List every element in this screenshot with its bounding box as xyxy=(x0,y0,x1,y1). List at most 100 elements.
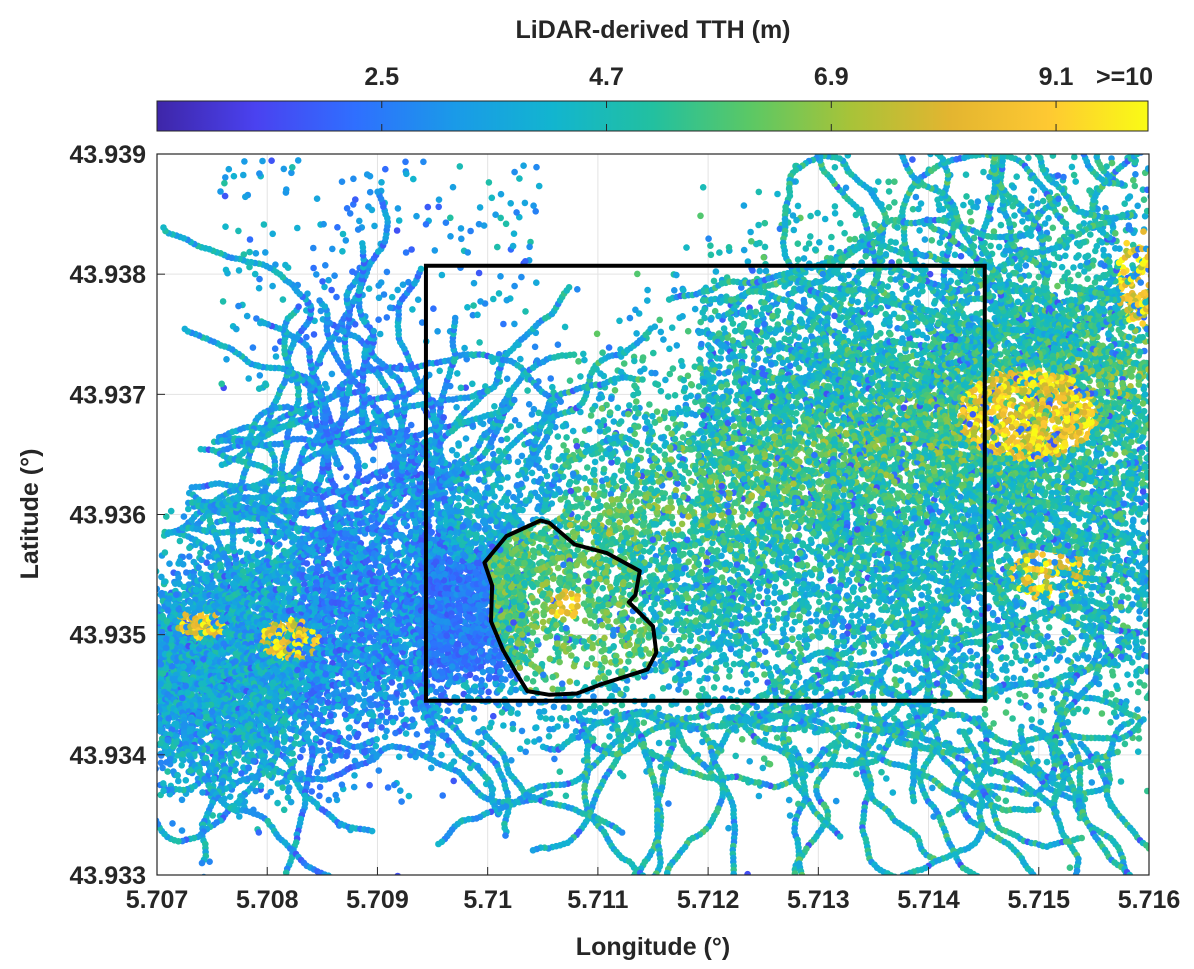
scatter-point xyxy=(556,658,563,666)
scatter-point xyxy=(633,398,640,405)
scatter-point xyxy=(549,685,556,693)
scatter-point xyxy=(1058,263,1066,271)
scatter-point xyxy=(620,491,627,499)
scatter-point xyxy=(963,193,970,200)
scatter-point xyxy=(674,610,681,618)
scatter-point xyxy=(740,202,748,209)
scatter-point xyxy=(518,727,526,735)
scatter-point xyxy=(563,447,570,455)
scatter-point xyxy=(679,362,686,370)
colorbar-gradient xyxy=(156,100,1149,132)
scatter-point xyxy=(594,553,601,561)
scatter-point xyxy=(807,536,815,544)
scatter-point xyxy=(1027,195,1035,202)
scatter-point xyxy=(522,748,529,756)
scatter-point xyxy=(540,602,547,610)
scatter-point xyxy=(853,770,860,778)
scatter-point xyxy=(566,678,574,685)
scatter-point xyxy=(399,691,407,699)
scatter-point xyxy=(624,469,631,476)
scatter-point xyxy=(646,436,654,443)
scatter-point xyxy=(923,334,931,342)
scatter-point xyxy=(712,268,720,275)
scatter-point xyxy=(684,327,692,335)
colorbar-tick-label: 6.9 xyxy=(814,63,849,91)
scatter-point xyxy=(644,297,651,304)
scatter-point xyxy=(730,660,738,668)
scatter-point xyxy=(678,520,686,528)
scatter-point xyxy=(1150,556,1157,563)
scatter-point xyxy=(545,733,553,740)
scatter-point xyxy=(755,188,763,196)
scatter-point xyxy=(591,458,599,466)
scatter-point xyxy=(683,244,690,251)
scatter-point xyxy=(725,824,732,832)
scatter-point xyxy=(656,447,663,454)
scatter-point xyxy=(981,711,989,718)
colorbar-tick-label: >=10 xyxy=(1096,63,1153,91)
scatter-point xyxy=(679,434,687,441)
scatter-point xyxy=(528,469,536,477)
scatter-point xyxy=(1146,382,1149,389)
scatter-point xyxy=(725,673,733,680)
scatter-point xyxy=(766,760,774,768)
scatter-point xyxy=(1116,245,1123,252)
scatter-point xyxy=(556,768,564,775)
colorbar-ticks: 2.5 4.7 6.9 9.1 >=10 xyxy=(364,63,1153,131)
scatter-point xyxy=(1011,212,1018,219)
scatter-point xyxy=(659,685,667,692)
scatter-point xyxy=(1003,675,1011,683)
scatter-point xyxy=(524,387,531,394)
scatter-point xyxy=(616,317,623,325)
scatter-point xyxy=(1130,176,1137,184)
scatter-point xyxy=(673,342,681,349)
scatter-point xyxy=(588,655,596,662)
scatter-point xyxy=(666,370,674,378)
scatter-point xyxy=(613,458,621,466)
scatter-point xyxy=(548,715,556,723)
scatter-point xyxy=(453,404,460,411)
colorbar-label: LiDAR-derived TTH (m) xyxy=(516,16,791,44)
scatter-point xyxy=(1088,779,1096,786)
scatter-point xyxy=(726,666,733,674)
colorbar-tick-label: 2.5 xyxy=(364,63,399,91)
scatter-point xyxy=(590,505,598,513)
scatter-point xyxy=(370,591,377,599)
colorbar-tick-label: 4.7 xyxy=(589,63,624,91)
scatter-point xyxy=(185,505,192,513)
scatter-point xyxy=(563,722,570,729)
scatter-point xyxy=(1150,280,1157,287)
scatter-point xyxy=(928,237,936,244)
scatter-point xyxy=(669,365,677,372)
scatter-point xyxy=(657,387,665,395)
scatter-point xyxy=(875,178,882,185)
scatter-point xyxy=(847,655,855,662)
scatter-point xyxy=(965,616,972,624)
scatter-point xyxy=(351,772,358,779)
scatter-point xyxy=(960,201,967,209)
scatter-point xyxy=(885,188,893,195)
scatter-point xyxy=(571,552,578,559)
scatter-point xyxy=(593,330,601,338)
scatter-point xyxy=(1123,239,1130,247)
scatter-point xyxy=(542,715,550,722)
scatter-point xyxy=(573,679,581,687)
scatter-point xyxy=(1068,163,1076,171)
scatter-point xyxy=(831,210,839,217)
scatter-point xyxy=(645,447,652,455)
scatter-point xyxy=(467,750,474,757)
scatter-point xyxy=(586,559,594,566)
scatter-point xyxy=(885,204,893,211)
scatter-point xyxy=(1002,797,1010,805)
scatter-point xyxy=(770,599,778,607)
scatter-point xyxy=(718,552,725,560)
scatter-point xyxy=(491,403,498,410)
scatter-point xyxy=(1150,686,1157,693)
scatter-point xyxy=(1134,688,1142,696)
scatter-point xyxy=(1010,184,1017,191)
scatter-point xyxy=(682,394,690,402)
scatter-point xyxy=(1151,419,1158,426)
scatter-point xyxy=(624,450,631,457)
scatter-point xyxy=(1151,270,1158,277)
scatter-point xyxy=(773,734,781,742)
